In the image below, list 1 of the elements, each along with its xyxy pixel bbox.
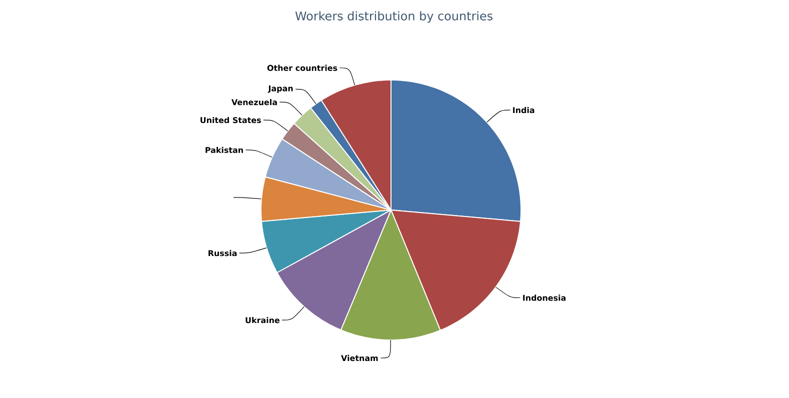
chart-title: Workers distribution by countries [295,11,492,23]
